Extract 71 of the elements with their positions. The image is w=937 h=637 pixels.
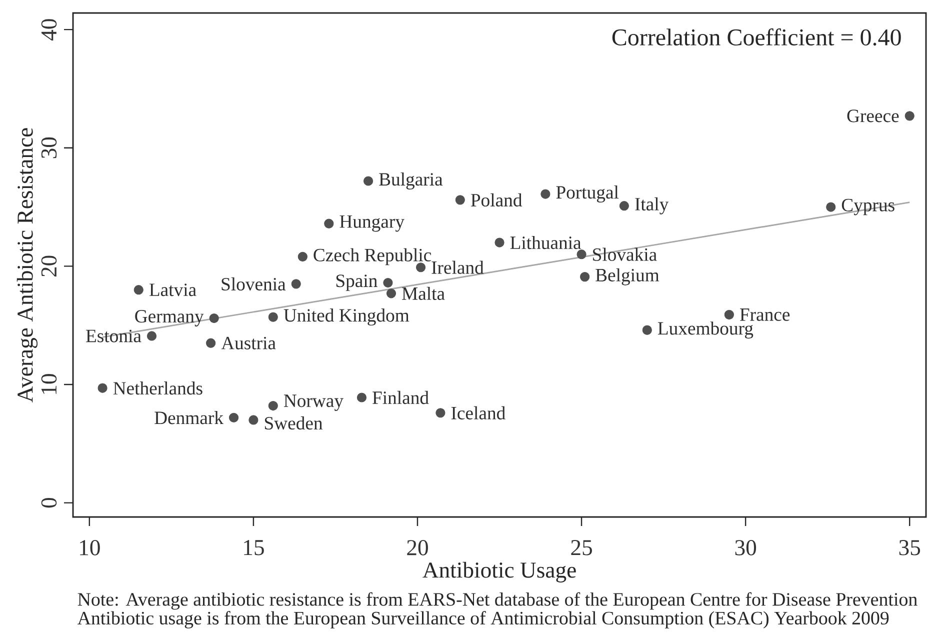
annotation: Bulgaria: [379, 172, 443, 190]
annotation: Sweden: [264, 416, 323, 430]
y-tick-label: 0: [41, 498, 57, 508]
point: [386, 288, 396, 298]
annotation: Spain: [336, 274, 378, 291]
x-axis-title: Antibiotic Usage: [422, 562, 576, 582]
point: [576, 250, 586, 260]
x-tick-label: 35: [899, 540, 920, 556]
x-tick-label: 10: [80, 540, 100, 556]
annotation: Austria: [221, 336, 276, 350]
annotation: Slovenia: [222, 277, 286, 290]
y-tick-label: 10: [41, 374, 57, 394]
annotation: Germany: [135, 310, 204, 326]
point: [540, 189, 550, 199]
point: [356, 392, 367, 402]
point: [146, 331, 157, 341]
x-tick-label: 30: [735, 540, 756, 556]
point: [268, 400, 278, 411]
point: [134, 285, 144, 295]
point: [98, 383, 108, 393]
annotation: Greece: [847, 110, 899, 122]
point: [209, 313, 219, 324]
annotation: Correlation Coefficient = 0.40: [612, 28, 901, 46]
point: [363, 176, 374, 186]
point: [580, 272, 590, 282]
annotation: Ireland: [432, 260, 484, 274]
annotation: Portugal: [556, 186, 619, 203]
annotation: Czech Republic: [314, 248, 432, 266]
x-tick-label: 15: [244, 540, 264, 556]
annotation: Estonia: [86, 330, 142, 342]
annotation: Poland: [470, 193, 522, 206]
point: [206, 338, 216, 348]
point: [383, 278, 393, 288]
annotation: Iceland: [451, 406, 506, 420]
annotation: France: [740, 308, 790, 321]
annotation: Norway: [284, 394, 344, 411]
x-tick-label: 25: [571, 540, 592, 556]
y-tick-label: 40: [41, 19, 57, 40]
point: [904, 111, 914, 121]
annotation: Belgium: [596, 268, 660, 286]
point: [248, 415, 258, 425]
y-tick-label: 20: [41, 256, 57, 277]
text: Note: Average antibiotic resistance is from EARS-Net database of the European Centre for Disease Prevention: [78, 592, 918, 610]
point: [455, 195, 465, 205]
annotation: Lithuania: [510, 236, 582, 250]
annotation: Latvia: [149, 284, 196, 296]
y-axis-title: Average Antibiotic Resistance: [16, 128, 38, 402]
annotation: Malta: [402, 286, 445, 300]
point: [494, 238, 504, 248]
point: [619, 201, 629, 211]
annotation: United Kingdom: [284, 308, 410, 326]
annotation: Luxembourg: [658, 322, 754, 339]
point: [642, 325, 652, 335]
annotation: Slovakia: [593, 248, 657, 261]
annotation: Finland: [372, 390, 429, 404]
annotation: Netherlands: [113, 381, 202, 395]
point: [268, 312, 278, 322]
point: [228, 412, 239, 422]
point: [724, 310, 734, 320]
annotation: Hungary: [340, 215, 404, 232]
text: Antibiotic usage is from the European Surveillance of Antimicrobial Consumption (ESAC) Yearbook 2009: [77, 611, 889, 628]
annotation: Cyprus: [842, 198, 894, 216]
point: [436, 408, 446, 418]
point: [324, 218, 334, 228]
point: [826, 202, 836, 212]
annotation: Denmark: [154, 411, 224, 424]
point: [298, 252, 308, 262]
point: [291, 279, 301, 289]
y-tick-label: 30: [41, 137, 57, 158]
x-tick-label: 20: [407, 540, 428, 556]
annotation: Italy: [635, 197, 669, 214]
